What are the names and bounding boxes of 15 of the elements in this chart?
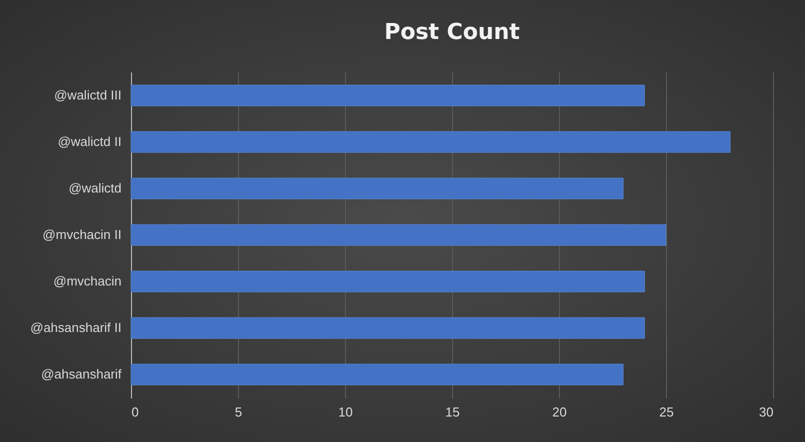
chart-title: Post Count [384, 20, 520, 45]
x-tick-label: 0 [132, 404, 139, 420]
x-tick-label: 30 [759, 404, 774, 420]
x-tick-label: 5 [234, 404, 242, 420]
x-tick-label: 10 [338, 404, 353, 420]
x-tick-label: 20 [552, 404, 567, 420]
y-tick-label: @ahsansharif II [30, 320, 122, 336]
x-tick-label: 15 [445, 404, 460, 420]
y-tick-label: @walictd II [58, 134, 122, 149]
x-tick-label: 25 [659, 404, 674, 420]
y-tick-label: @walictd [68, 180, 122, 196]
y-tick-label: @walictd III [54, 87, 122, 102]
y-tick-label: @mvchacin II [42, 227, 122, 242]
y-tick-label: @mvchacin [53, 274, 122, 289]
y-tick-label: @ahsansharif [41, 366, 122, 382]
